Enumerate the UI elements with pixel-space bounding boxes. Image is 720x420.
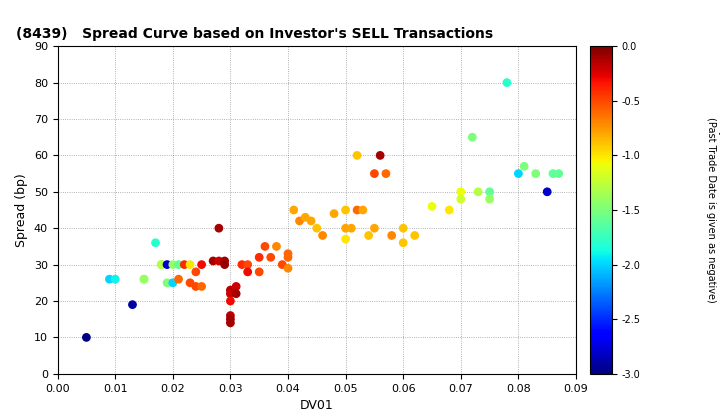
Point xyxy=(259,243,271,250)
Point xyxy=(156,261,167,268)
Point xyxy=(374,152,386,159)
Point xyxy=(242,268,253,275)
Point xyxy=(104,276,115,283)
Point xyxy=(138,276,150,283)
Point xyxy=(363,232,374,239)
Point xyxy=(380,170,392,177)
Point xyxy=(207,257,219,264)
Point xyxy=(386,232,397,239)
Point xyxy=(225,290,236,297)
Point xyxy=(127,301,138,308)
Point xyxy=(397,239,409,246)
Point xyxy=(513,170,524,177)
Point xyxy=(426,203,438,210)
Point xyxy=(346,225,357,231)
Point xyxy=(357,207,369,213)
Point xyxy=(109,276,121,283)
Point xyxy=(225,312,236,319)
Point xyxy=(518,163,530,170)
Point xyxy=(340,225,351,231)
Point xyxy=(173,276,184,283)
Point xyxy=(351,152,363,159)
Point xyxy=(340,236,351,242)
Y-axis label: Time in years between 5/9/2025 and Trade Date
(Past Trade Date is given as negat: Time in years between 5/9/2025 and Trade… xyxy=(706,92,720,328)
Point xyxy=(484,189,495,195)
Point xyxy=(173,261,184,268)
Point xyxy=(196,283,207,290)
Point xyxy=(253,254,265,261)
Point xyxy=(230,290,242,297)
Point xyxy=(328,210,340,217)
Point xyxy=(501,79,513,86)
Point xyxy=(271,243,282,250)
Point xyxy=(472,189,484,195)
Point xyxy=(138,276,150,283)
Point xyxy=(530,170,541,177)
Point xyxy=(288,207,300,213)
Point xyxy=(156,261,167,268)
Point xyxy=(81,334,92,341)
Point xyxy=(196,261,207,268)
Point xyxy=(305,218,317,224)
Point xyxy=(547,170,559,177)
Point xyxy=(150,239,161,246)
Point xyxy=(311,225,323,231)
Point xyxy=(219,257,230,264)
X-axis label: DV01: DV01 xyxy=(300,399,333,412)
Point xyxy=(351,207,363,213)
Point xyxy=(219,261,230,268)
Point xyxy=(541,189,553,195)
Point xyxy=(340,207,351,213)
Point xyxy=(455,189,467,195)
Point xyxy=(190,268,202,275)
Point xyxy=(225,298,236,304)
Point xyxy=(167,261,179,268)
Point xyxy=(467,134,478,141)
Point xyxy=(294,218,305,224)
Point xyxy=(282,254,294,261)
Text: (8439)   Spread Curve based on Investor's SELL Transactions: (8439) Spread Curve based on Investor's … xyxy=(16,27,493,41)
Point xyxy=(484,196,495,202)
Point xyxy=(369,170,380,177)
Point xyxy=(276,261,288,268)
Point xyxy=(369,225,380,231)
Point xyxy=(409,232,420,239)
Point xyxy=(167,279,179,286)
Point xyxy=(282,265,294,272)
Point xyxy=(444,207,455,213)
Point xyxy=(300,214,311,220)
Point xyxy=(184,279,196,286)
Point xyxy=(225,287,236,294)
Point xyxy=(179,261,190,268)
Point xyxy=(282,250,294,257)
Point xyxy=(184,261,196,268)
Point xyxy=(225,320,236,326)
Point xyxy=(553,170,564,177)
Point xyxy=(213,225,225,231)
Point xyxy=(225,316,236,323)
Point xyxy=(242,261,253,268)
Point xyxy=(213,257,225,264)
Y-axis label: Spread (bp): Spread (bp) xyxy=(15,173,28,247)
Point xyxy=(230,283,242,290)
Point xyxy=(455,196,467,202)
Point xyxy=(161,261,173,268)
Point xyxy=(190,283,202,290)
Point xyxy=(253,268,265,275)
Point xyxy=(265,254,276,261)
Point xyxy=(161,279,173,286)
Point xyxy=(236,261,248,268)
Point xyxy=(317,232,328,239)
Point xyxy=(397,225,409,231)
